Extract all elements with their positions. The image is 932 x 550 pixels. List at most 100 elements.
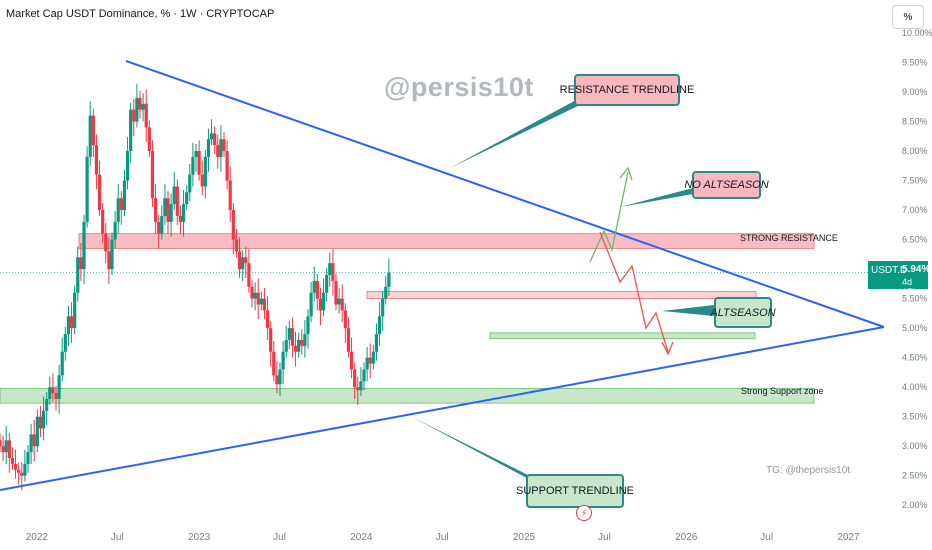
candle-body: [97, 174, 102, 211]
altseason-callout-pointer: [662, 305, 714, 316]
y-tick-label: 2.00%: [902, 500, 928, 510]
candle-body: [353, 369, 357, 388]
y-tick-label: 5.00%: [902, 323, 928, 333]
candle-body: [331, 263, 335, 281]
candle-body: [45, 398, 49, 411]
green-arrow-head: [619, 166, 633, 181]
candle-body: [141, 103, 145, 110]
candle-body: [216, 145, 220, 157]
price-tag-value: 5.94%: [902, 264, 931, 275]
x-tick-label: Jul: [598, 532, 611, 543]
support-trendline-callout: SUPPORT TRENDLINE: [516, 474, 634, 508]
red-arrow-head: [661, 341, 674, 356]
candle-body: [381, 298, 385, 317]
support-callout-pointer: [412, 417, 540, 485]
candle-body: [35, 416, 39, 447]
candle-body: [1, 446, 5, 453]
candle-body: [122, 180, 127, 211]
candle-body: [48, 387, 52, 399]
x-tick-label: Jul: [760, 532, 773, 543]
candle-body: [17, 469, 21, 473]
candle-body: [166, 198, 170, 222]
candle-body: [265, 310, 270, 329]
candle-body: [377, 316, 382, 335]
candle-body: [384, 286, 388, 299]
candle-body: [29, 434, 33, 453]
chart-title: Market Cap USDT Dominance, % · 1W · CRYP…: [6, 8, 275, 20]
candle-body: [119, 198, 123, 211]
percent-scale-button[interactable]: %: [892, 5, 924, 29]
y-tick-label: 7.00%: [902, 205, 928, 215]
y-tick-label: 3.50%: [902, 412, 928, 422]
y-tick-label: 10.00%: [902, 28, 932, 38]
y-tick-label: 9.00%: [902, 87, 928, 97]
candle-body: [269, 328, 273, 352]
candle-body: [374, 334, 379, 352]
x-tick-label: 2023: [188, 532, 211, 543]
candle-body: [175, 186, 179, 216]
y-tick-label: 4.50%: [902, 353, 928, 363]
candle-body: [309, 292, 313, 317]
candle-body: [365, 357, 369, 370]
candle-body: [191, 156, 195, 175]
candle-body: [153, 198, 158, 222]
candle-body: [343, 310, 347, 329]
candle-body: [244, 257, 248, 264]
no-altseason-label: NO ALTSEASON: [684, 179, 769, 191]
candle-body: [334, 280, 338, 305]
y-tick-label: 5.50%: [902, 294, 928, 304]
candle-body: [169, 204, 173, 222]
x-axis[interactable]: 2022 Jul 2023 Jul 2024 Jul 2025 Jul 2026 Jul 2027: [26, 532, 860, 543]
candle-body: [79, 257, 83, 270]
candle-body: [259, 298, 263, 305]
candle-body: [66, 316, 71, 335]
candle-body: [51, 387, 55, 394]
y-tick-label: 4.00%: [902, 382, 928, 392]
watermark: @persis10t: [384, 72, 534, 102]
candle-body: [237, 251, 242, 270]
candle-body: [321, 292, 326, 311]
candle-body: [387, 272, 391, 287]
candle-body: [94, 145, 99, 175]
candles-layer: [0, 83, 391, 491]
candle-body: [359, 381, 363, 391]
no-altseason-callout-pointer: [620, 188, 693, 207]
candle-body: [132, 109, 136, 122]
resistance-trendline: [125, 60, 885, 328]
current-price-tag[interactable]: USDT.D 5.94% 4d 17h: [868, 261, 931, 297]
candle-body: [281, 351, 285, 370]
resistance-trendline-callout: RESISTANCE TRENDLINE: [560, 74, 694, 106]
altseason-callout: ALTSEASON: [710, 297, 776, 328]
candle-body: [209, 133, 214, 140]
trendlines-layer: [0, 60, 885, 491]
candle-body: [57, 375, 61, 399]
lightning-icon[interactable]: ⚡: [576, 505, 592, 521]
arrows-layer: [412, 99, 714, 485]
candle-body: [63, 334, 67, 352]
candle-body: [371, 351, 375, 364]
candle-body: [38, 416, 43, 429]
no-altseason-callout: NO ALTSEASON: [684, 171, 769, 199]
strong-resistance-label: STRONG RESISTANCE: [740, 233, 838, 243]
candle-body: [222, 139, 226, 152]
candle-body: [234, 239, 239, 252]
candle-body: [213, 133, 217, 146]
y-tick-label: 6.50%: [902, 235, 928, 245]
candle-body: [219, 139, 223, 157]
strong-support-zone: [0, 387, 815, 404]
candle-body: [206, 139, 211, 157]
candle-body: [163, 198, 167, 216]
candle-body: [76, 257, 80, 293]
candle-body: [116, 198, 120, 222]
candle-body: [197, 151, 201, 175]
candle-body: [13, 463, 18, 470]
candle-body: [69, 316, 74, 329]
candle-body: [297, 339, 301, 352]
resistance-trendline-label: RESISTANCE TRENDLINE: [559, 84, 695, 96]
candle-body: [247, 263, 251, 287]
candle-body: [41, 410, 46, 429]
candle-body: [200, 174, 204, 187]
altseason-label: ALTSEASON: [710, 306, 776, 319]
x-tick-label: Jul: [273, 532, 286, 543]
candle-body: [278, 369, 282, 385]
